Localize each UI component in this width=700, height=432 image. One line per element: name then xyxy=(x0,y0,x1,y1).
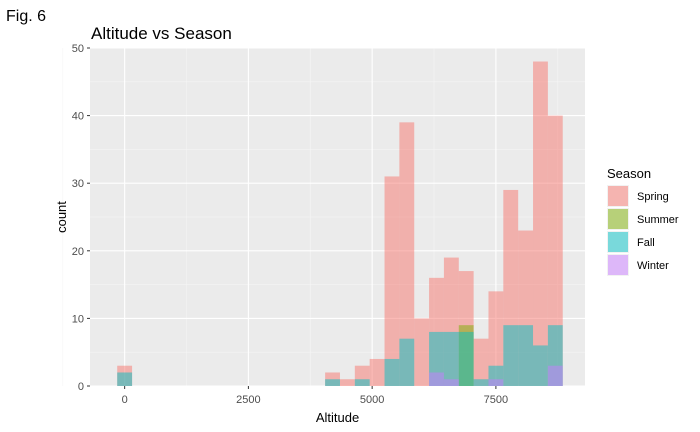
bar-spring xyxy=(339,379,355,386)
y-tick-label: 20 xyxy=(72,246,84,258)
y-axis-title: count xyxy=(54,201,69,233)
x-tick-label: 0 xyxy=(122,394,128,406)
series-winter xyxy=(429,365,563,386)
major-gridlines xyxy=(90,47,585,387)
bar-spring xyxy=(414,318,430,386)
figure-label: Fig. 6 xyxy=(6,8,47,25)
legend-label-winter: Winter xyxy=(637,260,669,272)
bar-fall xyxy=(518,325,534,386)
bar-spring xyxy=(384,176,400,386)
y-tick-label: 10 xyxy=(72,313,84,325)
y-tick-label: 0 xyxy=(78,381,84,393)
legend-swatch-spring xyxy=(608,186,628,206)
x-tick-label: 2500 xyxy=(236,394,260,406)
legend-label-summer: Summer xyxy=(637,214,679,226)
bar-winter xyxy=(488,379,504,386)
bar-fall xyxy=(533,345,548,386)
bar-fall xyxy=(354,379,370,386)
x-axis: 0 2500 5000 7500 xyxy=(122,386,508,406)
bar-winter xyxy=(547,365,563,386)
legend-label-fall: Fall xyxy=(637,237,655,249)
bar-fall xyxy=(443,331,459,386)
legend-swatch-fall xyxy=(608,232,628,252)
y-tick-label: 30 xyxy=(72,178,84,190)
bar-fall xyxy=(384,358,400,386)
bar-spring xyxy=(369,358,385,386)
y-tick-label: 50 xyxy=(72,43,84,55)
bar-spring xyxy=(473,338,489,386)
legend-title: Season xyxy=(607,166,651,181)
histogram-bars xyxy=(117,61,563,387)
legend-label-spring: Spring xyxy=(637,191,669,203)
legend: Season Spring Summer Fall Winter xyxy=(607,166,679,276)
series-spring xyxy=(117,61,563,387)
bar-fall xyxy=(458,331,474,386)
bar-spring xyxy=(533,61,548,387)
x-axis-title: Altitude xyxy=(316,410,359,425)
x-tick-label: 5000 xyxy=(360,394,384,406)
bar-winter xyxy=(429,372,444,386)
bar-fall xyxy=(399,338,415,386)
bar-fall xyxy=(473,379,489,386)
x-tick-label: 7500 xyxy=(484,394,508,406)
bar-spring xyxy=(547,115,563,386)
bar-fall xyxy=(325,379,340,386)
y-tick-label: 40 xyxy=(72,111,84,123)
bar-spring xyxy=(399,122,415,387)
legend-swatch-winter xyxy=(608,255,628,275)
bar-fall xyxy=(117,372,133,386)
series-fall xyxy=(117,325,563,386)
bar-fall xyxy=(503,325,519,386)
chart-title: Altitude vs Season xyxy=(91,24,232,43)
bar-spring xyxy=(488,291,504,386)
legend-swatch-summer xyxy=(608,209,628,229)
bar-winter xyxy=(443,379,459,386)
y-axis: 0 10 20 30 40 50 xyxy=(72,43,90,393)
